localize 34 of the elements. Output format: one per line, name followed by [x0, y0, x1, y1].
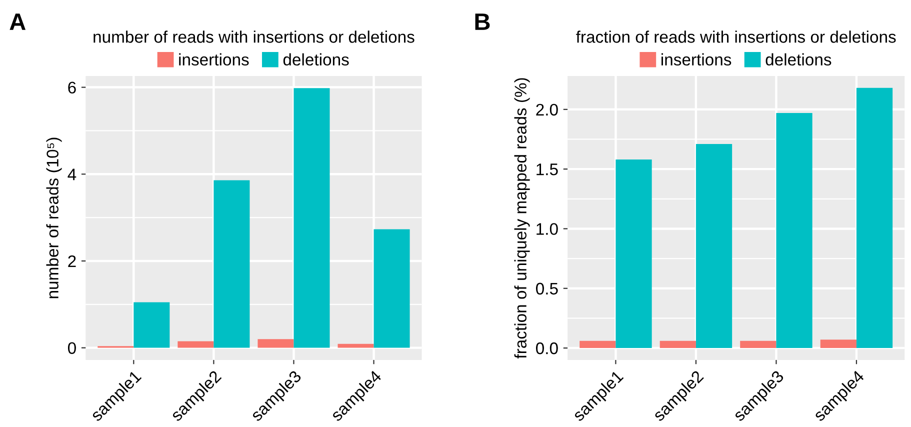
y-tick-label: 1.0	[536, 223, 558, 235]
y-tick-label: 1.5	[536, 164, 558, 176]
bar	[374, 229, 410, 348]
bar	[616, 160, 652, 348]
bar	[660, 340, 696, 348]
bar	[178, 341, 214, 348]
bar	[214, 180, 250, 348]
bar	[580, 340, 616, 348]
text: A	[10, 14, 26, 30]
y-axis-title: fraction of uniquely mapped reads (%)	[514, 78, 530, 359]
y-axis-title: number of reads (10⁵)	[46, 138, 62, 298]
y-tick-label: 6	[68, 82, 76, 94]
bar	[740, 340, 776, 348]
y-tick-label: 0.5	[536, 282, 558, 295]
bar	[294, 88, 330, 348]
y-tick-label: 4	[68, 168, 76, 180]
y-tick-label: 0.0	[536, 342, 558, 354]
bar	[776, 112, 812, 348]
y-tick-label: 2.0	[536, 104, 558, 116]
chart-title: number of reads with insertions or deletions	[94, 30, 414, 43]
bar	[696, 144, 732, 348]
legend-label: deletions	[766, 53, 832, 66]
bar	[820, 340, 856, 348]
y-tick-label: 2	[68, 255, 76, 268]
legend-label: insertions	[179, 53, 249, 66]
text: B	[475, 14, 490, 30]
legend-label: insertions	[662, 53, 732, 66]
bar	[338, 344, 374, 348]
bar	[258, 339, 294, 348]
legend-label: deletions	[283, 53, 349, 66]
bar	[856, 88, 893, 348]
bar	[134, 302, 170, 348]
y-tick-label: 0	[68, 342, 76, 354]
chart-title: fraction of reads with insertions or deletions	[576, 30, 896, 43]
